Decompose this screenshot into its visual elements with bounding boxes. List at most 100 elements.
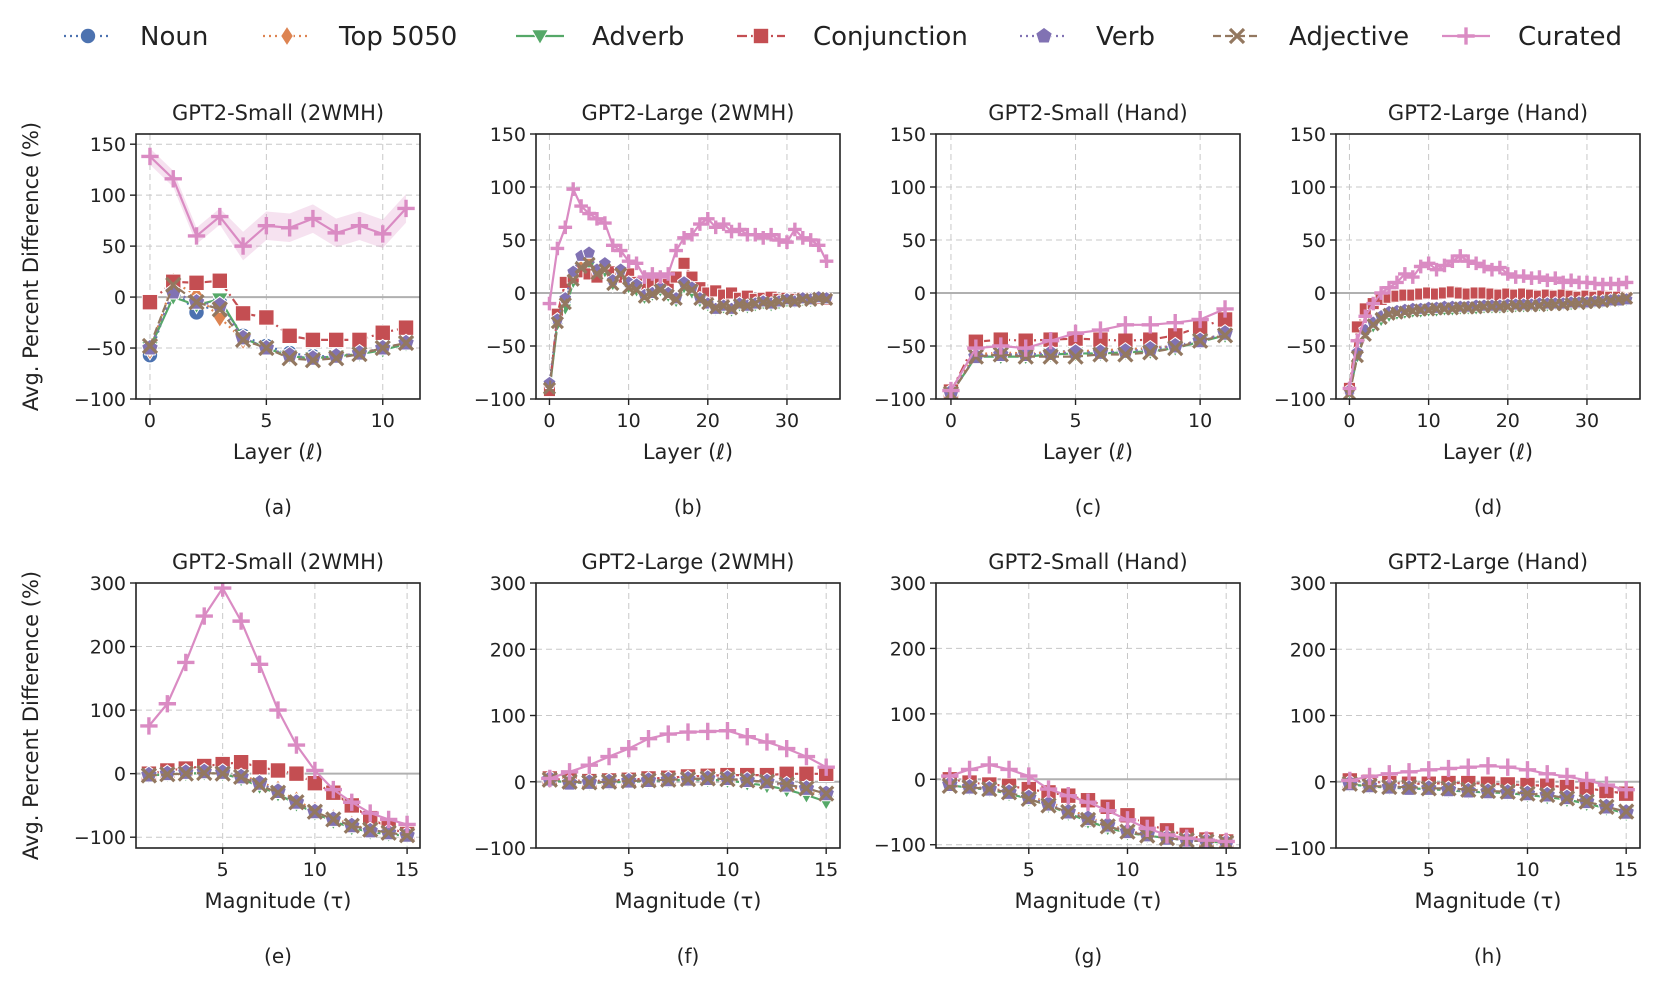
- data-point-conjunction: [288, 765, 305, 782]
- data-point-curated: [1020, 767, 1038, 785]
- data-point-curated: [1191, 310, 1209, 329]
- data-point-adjective: [1539, 786, 1556, 804]
- data-point-curated: [343, 793, 361, 811]
- data-point-curated: [780, 235, 794, 249]
- data-point-curated: [1017, 339, 1035, 357]
- data-point-curated: [1405, 270, 1420, 284]
- x-axis-label: Layer (ℓ): [1443, 440, 1533, 464]
- legend-label-noun: Noun: [140, 22, 208, 52]
- data-point-verb: [581, 245, 597, 259]
- legend-item-adverb: Adverb: [516, 22, 684, 52]
- x-tick-label: 5: [260, 410, 272, 432]
- data-point-adjective: [196, 764, 213, 782]
- series-group: [540, 722, 836, 812]
- data-point-adjective: [1578, 793, 1595, 810]
- data-point-verb: [250, 773, 269, 791]
- legend-label-curated: Curated: [1518, 22, 1622, 52]
- y-tick-label: −100: [474, 389, 526, 411]
- data-point-curated: [1178, 829, 1196, 847]
- data-point-adjective: [1479, 782, 1497, 800]
- data-point-curated: [1439, 759, 1458, 778]
- data-point-adjective: [380, 824, 397, 841]
- data-point-curated: [1000, 760, 1018, 779]
- data-point-curated: [1578, 771, 1596, 790]
- data-point-curated: [1216, 300, 1234, 318]
- x-tick-label: 0: [1343, 410, 1355, 432]
- y-tick-label: 200: [490, 639, 526, 661]
- legend-item-verb: Verb: [1020, 22, 1155, 52]
- data-point-curated: [1516, 269, 1531, 283]
- data-point-adjective: [362, 821, 379, 838]
- data-point-adjective: [211, 301, 228, 318]
- data-point-conjunction: [374, 324, 391, 341]
- panel-title: GPT2-Large (Hand): [1388, 550, 1588, 574]
- data-point-curated: [287, 736, 306, 754]
- data-point-adjective: [699, 770, 716, 787]
- x-tick-label: 10: [1188, 410, 1212, 432]
- panel-caption: (f): [677, 944, 700, 968]
- data-point-curated: [574, 199, 588, 213]
- y-tick-label: −100: [1274, 389, 1326, 411]
- y-tick-label: 0: [914, 769, 926, 791]
- data-point-conjunction: [281, 327, 298, 345]
- data-point-curated: [1469, 256, 1483, 271]
- data-point-conjunction: [258, 309, 275, 326]
- panel-title: GPT2-Large (Hand): [1388, 101, 1588, 125]
- data-point-adjective: [214, 765, 231, 782]
- data-point-curated: [1350, 333, 1365, 348]
- data-point-adjective: [1191, 332, 1209, 349]
- data-point-adjective: [558, 296, 572, 311]
- data-point-adjective: [620, 772, 637, 790]
- data-point-curated: [1138, 819, 1156, 838]
- data-point-curated: [772, 233, 786, 247]
- legend-item-adjective: Adjective: [1213, 22, 1409, 52]
- y-tick-label: 200: [890, 638, 926, 660]
- series-group: [541, 182, 835, 399]
- data-point-curated: [211, 207, 229, 226]
- data-point-curated: [590, 211, 604, 226]
- data-point-adjective: [758, 773, 776, 790]
- data-point-adjective: [798, 780, 815, 797]
- data-point-curated: [232, 612, 250, 630]
- data-point-curated: [1429, 262, 1444, 277]
- data-point-curated: [629, 256, 644, 271]
- data-point-curated: [582, 206, 596, 221]
- y-tick-label: 100: [890, 177, 926, 199]
- data-point-curated: [941, 767, 959, 785]
- panel-title: GPT2-Small (2WMH): [172, 550, 384, 574]
- data-point-adjective: [251, 776, 268, 794]
- data-point-adjective: [1119, 823, 1136, 840]
- data-point-curated: [669, 243, 683, 258]
- data-point-curated: [1091, 321, 1110, 339]
- data-point-adjective: [645, 287, 660, 301]
- series-line-verb: [148, 290, 407, 360]
- x-tick-label: 0: [144, 410, 156, 432]
- panel-caption: (e): [264, 944, 292, 968]
- panel-c: 0 5 10 −100 −50 0 50 100 150 GPT2-Small (Hand) Lay…: [874, 101, 1241, 519]
- data-point-curated: [1118, 811, 1137, 829]
- data-point-adjective: [232, 768, 250, 785]
- data-point-adjective: [1142, 344, 1159, 361]
- data-point-curated: [379, 810, 398, 829]
- data-point-curated: [1197, 831, 1216, 848]
- data-point-curated: [992, 337, 1010, 355]
- y-tick-label: 200: [90, 637, 126, 659]
- data-point-curated: [778, 739, 796, 758]
- data-point-curated: [661, 267, 676, 281]
- data-point-adjective: [1092, 346, 1109, 363]
- data-point-adjective: [159, 766, 176, 783]
- data-point-curated: [819, 254, 834, 269]
- axes-frame: [535, 133, 841, 400]
- x-tick-label: 30: [1575, 410, 1599, 432]
- data-point-curated: [1617, 781, 1635, 799]
- data-point-curated: [1485, 262, 1499, 277]
- data-point-adjective: [1216, 327, 1234, 344]
- y-tick-label: 50: [102, 236, 126, 258]
- series-group: [139, 583, 417, 847]
- data-point-curated: [1341, 771, 1359, 790]
- data-point-curated: [350, 217, 369, 235]
- data-point-adjective: [716, 299, 731, 313]
- data-point-adjective: [661, 288, 675, 302]
- data-point-curated: [213, 583, 232, 597]
- data-point-curated: [724, 224, 739, 239]
